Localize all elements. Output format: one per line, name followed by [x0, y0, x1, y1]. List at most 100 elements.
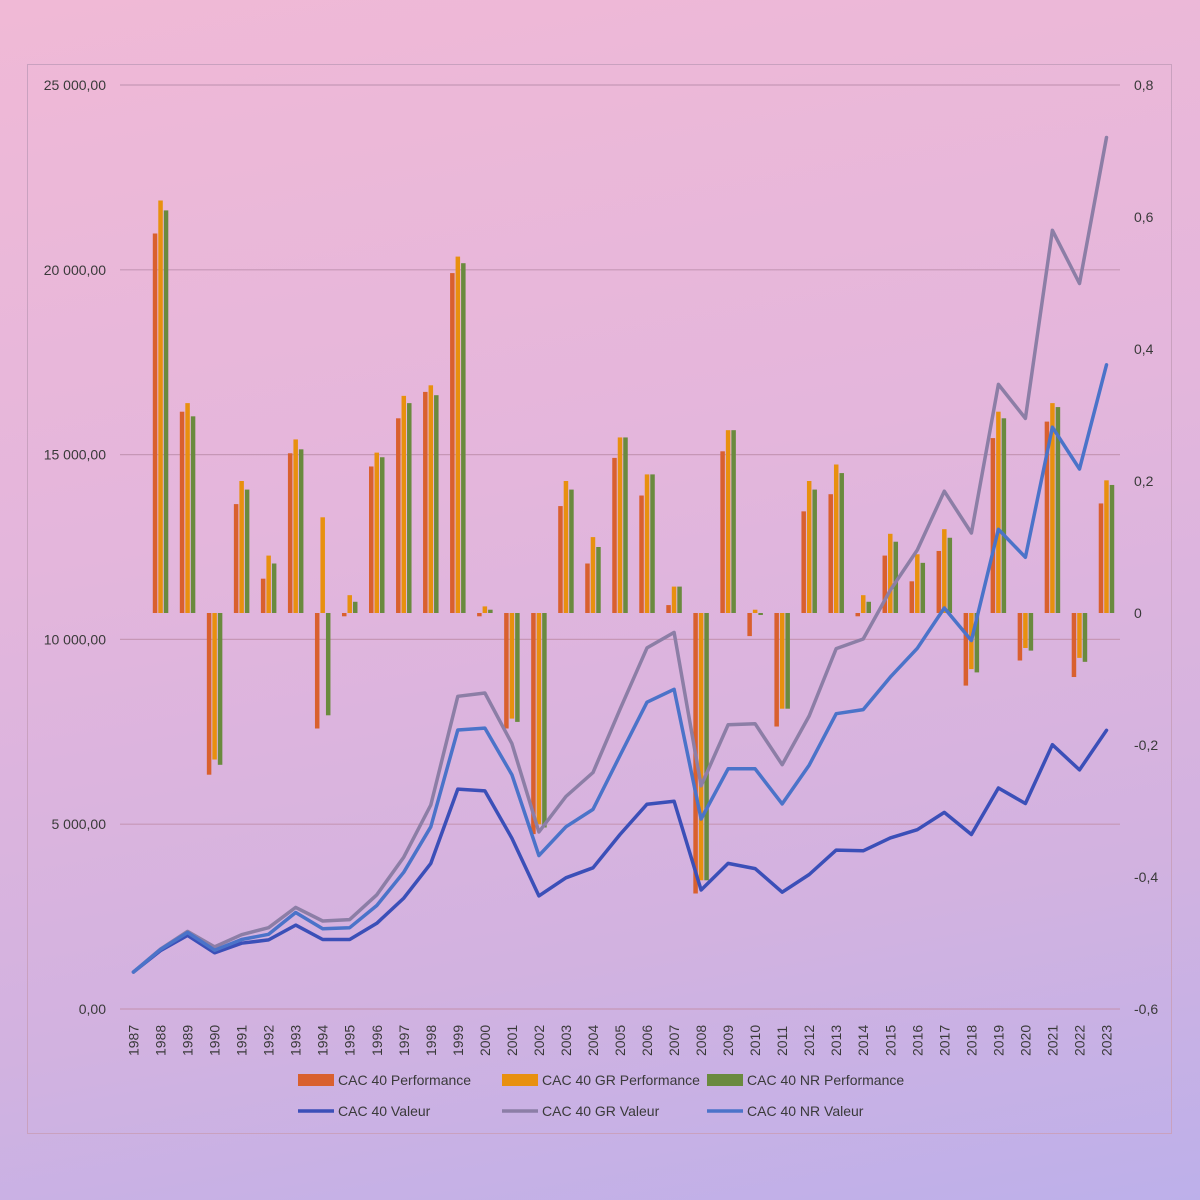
bar: [860, 595, 866, 613]
bar-series-group: [152, 200, 1115, 894]
bar: [1104, 480, 1109, 613]
bar: [839, 473, 844, 613]
bar: [1001, 418, 1007, 613]
bar: [271, 563, 277, 613]
bar: [298, 449, 304, 613]
bar: [347, 595, 352, 613]
bar: [212, 613, 217, 760]
bar: [888, 533, 893, 613]
bar: [1098, 503, 1104, 613]
bar: [287, 453, 293, 613]
bar: [612, 457, 617, 613]
x-tick-label: 2015: [882, 1025, 898, 1056]
bar: [785, 613, 790, 709]
bar: [731, 430, 736, 613]
bar: [461, 263, 466, 613]
x-tick-label: 1994: [315, 1025, 331, 1056]
bar: [725, 430, 731, 613]
bar: [801, 511, 806, 613]
legend-label: CAC 40 GR Valeur: [542, 1103, 660, 1119]
bar: [1055, 407, 1061, 613]
legend-label: CAC 40 NR Performance: [747, 1072, 904, 1088]
y-left-tick-label: 20 000,00: [44, 262, 106, 278]
bar: [779, 613, 785, 709]
legend: CAC 40 Performance CAC 40 GR Performance C…: [298, 1072, 904, 1119]
y-left-tick-label: 10 000,00: [44, 631, 106, 647]
bar: [1028, 613, 1034, 651]
bar: [963, 613, 969, 686]
bar: [158, 200, 163, 613]
series-line: [131, 728, 1109, 974]
bar: [407, 403, 412, 613]
bar: [623, 437, 628, 613]
bar: [806, 481, 812, 613]
x-tick-label: 2005: [612, 1025, 628, 1056]
bar: [152, 233, 158, 613]
bar: [758, 613, 763, 615]
bar: [455, 256, 461, 613]
x-tick-label: 2017: [936, 1025, 952, 1056]
bar: [1017, 613, 1023, 661]
bar: [482, 606, 488, 613]
bar: [990, 438, 996, 613]
bar: [531, 613, 536, 835]
bar: [325, 613, 331, 716]
bar: [423, 391, 428, 613]
bar: [428, 385, 434, 613]
x-tick-label: 1995: [342, 1025, 358, 1056]
y-right-tick-label: 0,8: [1134, 77, 1154, 93]
bar: [190, 416, 196, 613]
bar: [915, 554, 920, 613]
bar: [1044, 421, 1050, 613]
bar: [590, 537, 596, 613]
bar: [558, 506, 563, 613]
bar: [563, 481, 569, 613]
bar: [942, 529, 947, 613]
bar: [569, 489, 574, 613]
bar: [434, 395, 439, 613]
bar: [314, 613, 320, 729]
legend-swatch: [707, 1074, 743, 1086]
bar: [369, 466, 374, 613]
y-right-tick-label: -0,2: [1134, 737, 1158, 753]
y-left-tick-label: 15 000,00: [44, 447, 106, 463]
x-tick-label: 1991: [234, 1025, 250, 1056]
bar: [260, 578, 266, 613]
x-tick-label: 1989: [180, 1025, 196, 1056]
bar: [752, 609, 758, 613]
x-tick-label: 2010: [747, 1025, 763, 1056]
x-tick-label: 2016: [909, 1025, 925, 1056]
legend-label: CAC 40 NR Valeur: [747, 1103, 864, 1119]
bar: [185, 403, 190, 613]
bar: [704, 613, 709, 881]
x-tick-label: 1988: [153, 1025, 169, 1056]
x-tick-label: 2022: [1071, 1025, 1087, 1056]
y-right-tick-label: -0,6: [1134, 1001, 1158, 1017]
legend-label: CAC 40 GR Performance: [542, 1072, 700, 1088]
bar: [920, 562, 926, 613]
bar: [720, 451, 725, 613]
x-tick-label: 1993: [288, 1025, 304, 1056]
x-tick-label: 2004: [585, 1025, 601, 1056]
bar: [947, 537, 953, 613]
x-tick-label: 2001: [504, 1025, 520, 1056]
x-tick-label: 2002: [531, 1025, 547, 1056]
bar: [812, 489, 817, 613]
x-tick-label: 2013: [828, 1025, 844, 1056]
bar: [233, 504, 239, 613]
bar: [677, 586, 682, 613]
bar: [266, 555, 271, 613]
bar: [179, 411, 185, 613]
bar: [596, 547, 601, 613]
line-series-group: [131, 135, 1109, 974]
x-tick-label: 2023: [1098, 1025, 1114, 1056]
bar: [515, 613, 520, 722]
x-tick-label: 2008: [693, 1025, 709, 1056]
bar: [666, 605, 671, 613]
bar: [206, 613, 212, 775]
bar: [1082, 613, 1088, 662]
bar: [698, 613, 704, 881]
y-left-tick-label: 5 000,00: [52, 816, 107, 832]
x-tick-label: 2020: [1017, 1025, 1033, 1056]
